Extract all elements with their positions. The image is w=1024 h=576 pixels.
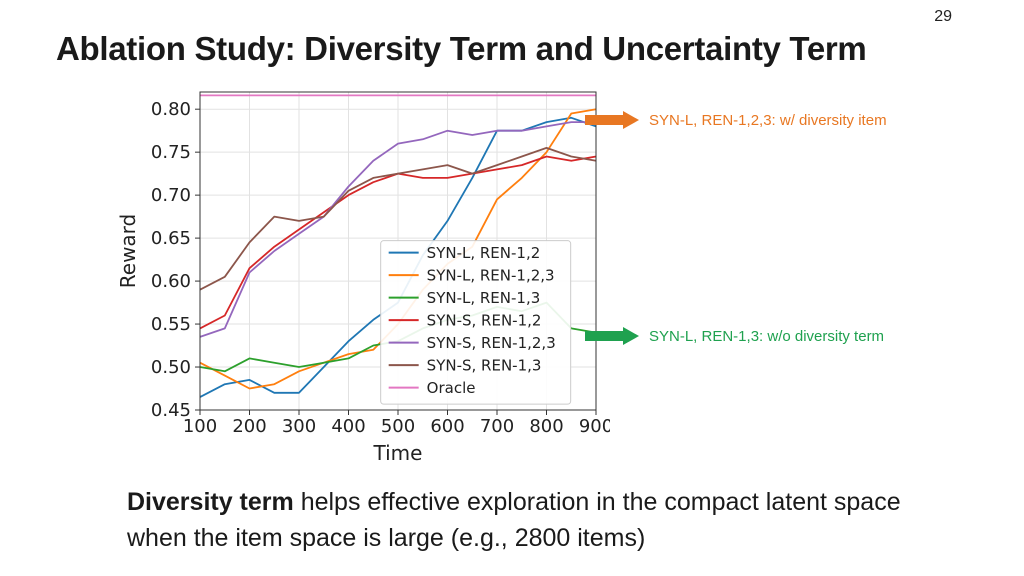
x-tick-label: 800 <box>529 416 563 437</box>
x-axis-label: Time <box>373 441 423 465</box>
right-arrow-icon <box>585 111 639 129</box>
y-tick-label: 0.80 <box>151 99 191 120</box>
annotation-without-diversity: SYN-L, REN-1,3: w/o diversity term <box>585 327 884 345</box>
legend-label: SYN-S, REN-1,2 <box>427 312 542 330</box>
legend-label: Oracle <box>427 379 476 397</box>
y-axis-label: Reward <box>116 214 140 288</box>
x-tick-label: 500 <box>381 416 415 437</box>
series-line <box>199 147 597 291</box>
legend-label: SYN-L, REN-1,2,3 <box>427 267 555 285</box>
caption: Diversity term helps effective explorati… <box>127 484 927 556</box>
y-tick-label: 0.55 <box>151 314 191 335</box>
caption-text: helps effective exploration in the compa… <box>127 488 901 552</box>
x-tick-label: 300 <box>282 416 316 437</box>
legend-label: SYN-S, REN-1,3 <box>427 357 542 375</box>
x-tick-label: 200 <box>232 416 266 437</box>
y-tick-label: 0.70 <box>151 185 191 206</box>
series-line <box>199 121 596 338</box>
x-tick-label: 100 <box>183 416 217 437</box>
x-tick-label: 700 <box>480 416 514 437</box>
y-tick-label: 0.45 <box>151 400 191 421</box>
reward-line-chart: 100 200 300 400 500 600 700 800 900 0.45 0.50 0.55 0… <box>116 91 610 465</box>
slide-title: Ablation Study: Diversity Term and Uncer… <box>56 30 867 67</box>
annotation-label: SYN-L, REN-1,2,3: w/ diversity item <box>649 111 887 129</box>
legend-label: SYN-L, REN-1,2 <box>427 244 541 262</box>
y-tick-label: 0.65 <box>151 228 191 249</box>
annotation-with-diversity: SYN-L, REN-1,2,3: w/ diversity item <box>585 111 887 129</box>
y-tick-label: 0.50 <box>151 357 191 378</box>
x-tick-label: 400 <box>331 416 365 437</box>
legend-box <box>380 240 572 405</box>
annotation-label: SYN-L, REN-1,3: w/o diversity term <box>649 327 885 345</box>
page-number: 29 <box>934 8 952 25</box>
right-arrow-icon <box>585 327 639 345</box>
x-tick-label: 900 <box>579 416 610 437</box>
legend-label: SYN-L, REN-1,3 <box>427 289 541 307</box>
x-tick-label: 600 <box>430 416 464 437</box>
y-tick-label: 0.75 <box>151 142 191 163</box>
caption-bold: Diversity term <box>127 488 294 516</box>
y-tick-label: 0.60 <box>151 271 191 292</box>
legend-label: SYN-S, REN-1,2,3 <box>427 334 556 352</box>
